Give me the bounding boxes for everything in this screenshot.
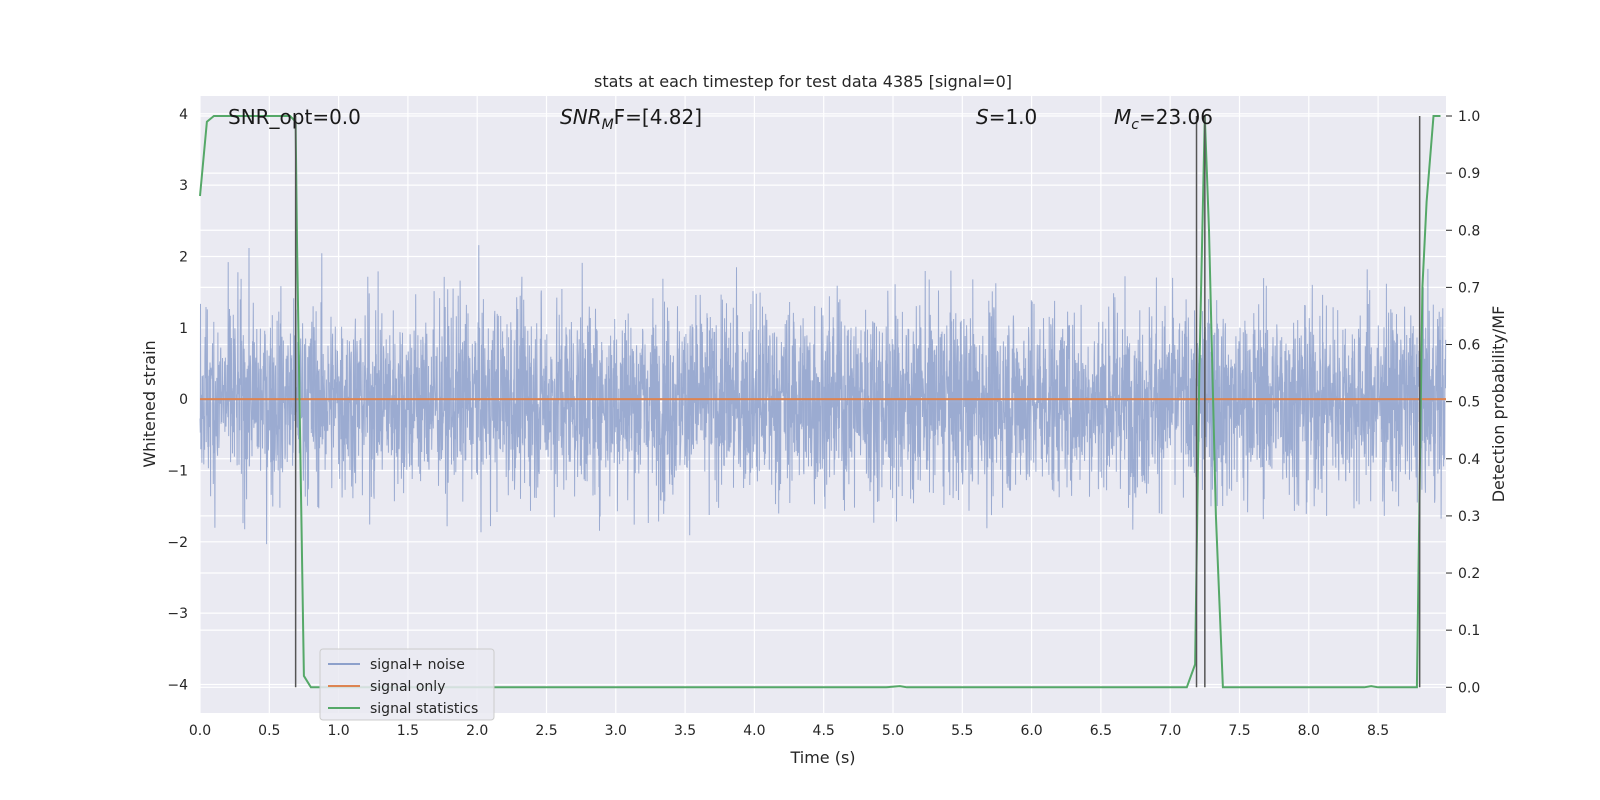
y-tick-label-right: 0.2 <box>1458 566 1480 582</box>
y-axis-label-right: Detection probability/MF <box>1489 306 1508 503</box>
x-tick-label: 8.5 <box>1367 723 1389 739</box>
x-axis-label: Time (s) <box>789 748 855 767</box>
x-tick-label: 4.5 <box>813 723 835 739</box>
noise-line <box>199 245 1447 545</box>
s-rest: =1.0 <box>989 105 1038 129</box>
x-tick-label: 6.5 <box>1090 723 1112 739</box>
annotation-snr-opt: SNR_opt=0.0 <box>228 105 361 129</box>
y-tick-label-right: 0.6 <box>1458 338 1480 354</box>
snr-mf-rest: F=[4.82] <box>614 105 702 129</box>
x-tick-label: 2.5 <box>535 723 557 739</box>
x-tick-label: 3.5 <box>674 723 696 739</box>
y-tick-label: 1 <box>179 321 188 337</box>
chart-title: stats at each timestep for test data 438… <box>594 72 1012 91</box>
mc-base: M <box>1114 105 1131 129</box>
y-tick-label-right: 0.8 <box>1458 223 1480 239</box>
y-ticks-left: −4 −3 −2 −1 0 1 2 3 4 <box>167 107 188 694</box>
x-ticks: 0.0 0.5 1.0 1.5 2.0 2.5 3.0 3.5 4.0 4.5 5.0 5.5 6.0 6… <box>189 723 1389 739</box>
snr-mf-sub: M <box>602 117 614 133</box>
x-tick-label: 5.0 <box>882 723 904 739</box>
snr-mf-base: SNR <box>560 105 602 129</box>
x-tick-label: 0.5 <box>258 723 280 739</box>
legend: signal+ noise signal only signal statist… <box>319 648 495 721</box>
y-tick-label: −1 <box>167 463 188 479</box>
y-tick-label: 4 <box>179 107 188 123</box>
y-tick-label-right: 0.9 <box>1458 166 1480 182</box>
y-tick-label-right: 0.4 <box>1458 452 1480 468</box>
series-signal-noise <box>199 245 1447 545</box>
x-tick-label: 1.5 <box>397 723 419 739</box>
x-tick-label: 7.0 <box>1159 723 1181 739</box>
x-tick-label: 1.0 <box>327 723 349 739</box>
vertical-markers <box>294 115 1421 688</box>
legend-label-signal: signal only <box>370 679 445 695</box>
legend-box <box>319 648 495 721</box>
x-tick-label: 7.5 <box>1228 723 1250 739</box>
y-tick-label-right: 0.5 <box>1458 395 1480 411</box>
x-tick-label: 6.0 <box>1020 723 1042 739</box>
y-tick-label: 3 <box>179 178 188 194</box>
y-tick-label-right: 0.3 <box>1458 509 1480 525</box>
y-tick-label: 0 <box>179 392 188 408</box>
s-italic: S <box>976 105 989 129</box>
y-tick-label-right: 0.7 <box>1458 280 1480 296</box>
legend-label-noise: signal+ noise <box>370 657 465 673</box>
y-tick-label-right: 0.0 <box>1458 680 1480 696</box>
legend-label-stats: signal statistics <box>370 701 478 717</box>
x-tick-label: 3.0 <box>605 723 627 739</box>
y-tick-label: −4 <box>167 677 188 693</box>
annotation-s: S=1.0 <box>976 105 1037 129</box>
x-tick-label: 5.5 <box>951 723 973 739</box>
y-tick-label-right: 0.1 <box>1458 623 1480 639</box>
x-tick-label: 4.0 <box>743 723 765 739</box>
x-tick-label: 0.0 <box>189 723 211 739</box>
mc-rest: =23.06 <box>1139 105 1213 129</box>
y-tick-label: −2 <box>167 535 188 551</box>
stats-line <box>199 115 1441 689</box>
y-axis-label: Whitened strain <box>140 340 159 467</box>
y-tick-label: 2 <box>179 249 188 265</box>
annotation-mc: Mc=23.06 <box>1114 105 1213 133</box>
mc-sub: c <box>1131 117 1139 133</box>
y-tick-label-right: 1.0 <box>1458 109 1480 125</box>
y-tick-label: −3 <box>167 606 188 622</box>
series-signal-statistics <box>199 115 1441 689</box>
y-ticks-right: 0.0 0.1 0.2 0.3 0.4 0.5 0.6 0.7 0.8 0.9 1.0 <box>1446 109 1480 696</box>
annotation-snr-mf: SNRMF=[4.82] <box>560 105 702 133</box>
x-tick-label: 8.0 <box>1298 723 1320 739</box>
x-tick-label: 2.0 <box>466 723 488 739</box>
